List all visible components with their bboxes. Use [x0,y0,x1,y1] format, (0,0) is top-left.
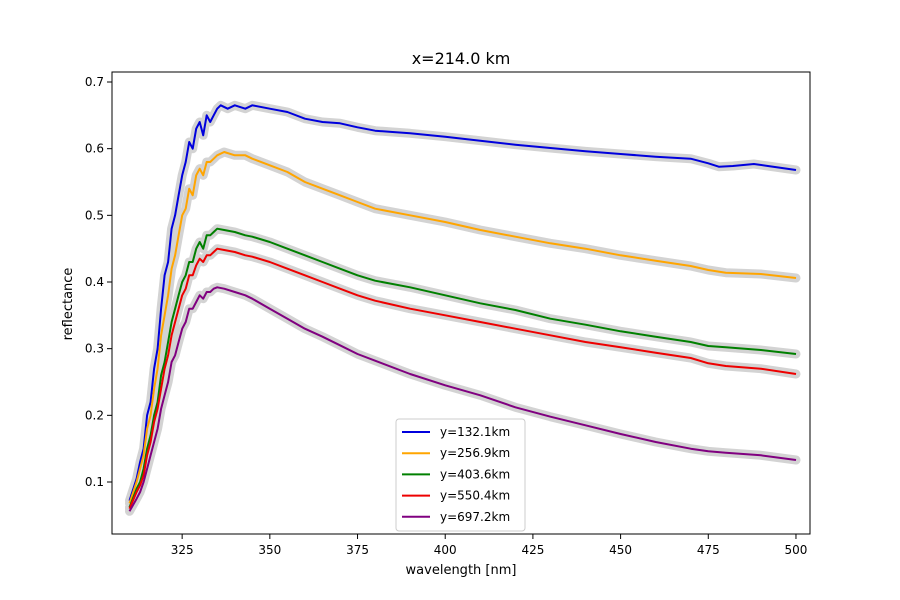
plot-area-frame [111,71,811,535]
y-axis-ticks: 0.1 0.2 0.3 0.4 0.5 0.6 0.7 [85,75,112,489]
y-tick-label: 0.6 [85,142,104,156]
x-tick-label: 400 [434,543,457,557]
series-line-5 [128,286,797,512]
x-axis-ticks: 325 350 375 400 425 450 475 500 [171,534,808,557]
legend-label-5: y=697.2km [440,510,510,524]
series-lines [128,104,797,512]
x-axis-label: wavelength [nm] [406,563,517,578]
chart-title: x=214.0 km [412,49,511,68]
series-line-1 [128,104,797,502]
legend-label-1: y=132.1km [440,425,510,439]
legend-box [395,418,526,532]
series-line-2 [128,151,797,504]
series-line-4 [128,247,797,510]
y-tick-label: 0.5 [85,208,104,222]
series-line-3 [128,227,797,508]
y-tick-label: 0.2 [85,408,104,422]
x-tick-label: 325 [171,543,194,557]
y-axis-label: reflectance [61,268,76,341]
x-tick-label: 500 [785,543,808,557]
legend-label-3: y=403.6km [440,467,510,481]
x-tick-label: 450 [609,543,632,557]
x-tick-label: 475 [697,543,720,557]
y-tick-label: 0.1 [85,475,104,489]
legend-label-4: y=550.4km [440,489,510,503]
y-tick-label: 0.3 [85,342,104,356]
x-tick-label: 350 [258,543,281,557]
legend: y=132.1km y=256.9km y=403.6km y=550.4km y=69… [395,418,526,532]
x-tick-label: 425 [521,543,544,557]
y-tick-label: 0.7 [85,75,104,89]
legend-label-2: y=256.9km [440,446,510,460]
y-tick-label: 0.4 [85,275,104,289]
x-tick-label: 375 [346,543,369,557]
